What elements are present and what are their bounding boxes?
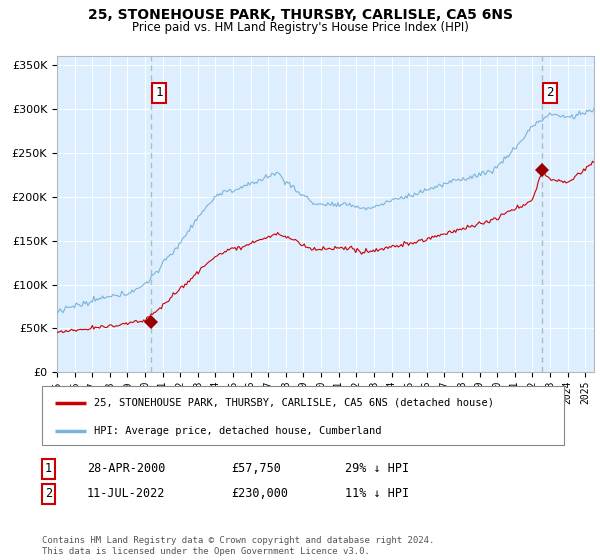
Text: Price paid vs. HM Land Registry's House Price Index (HPI): Price paid vs. HM Land Registry's House … <box>131 21 469 34</box>
Text: 1: 1 <box>45 462 52 475</box>
Text: 25, STONEHOUSE PARK, THURSBY, CARLISLE, CA5 6NS: 25, STONEHOUSE PARK, THURSBY, CARLISLE, … <box>88 8 512 22</box>
Text: 11% ↓ HPI: 11% ↓ HPI <box>345 487 409 501</box>
Text: 28-APR-2000: 28-APR-2000 <box>87 462 166 475</box>
Text: 11-JUL-2022: 11-JUL-2022 <box>87 487 166 501</box>
Text: 25, STONEHOUSE PARK, THURSBY, CARLISLE, CA5 6NS (detached house): 25, STONEHOUSE PARK, THURSBY, CARLISLE, … <box>94 398 494 408</box>
Text: 1: 1 <box>155 86 163 100</box>
Text: £230,000: £230,000 <box>231 487 288 501</box>
FancyBboxPatch shape <box>42 386 564 445</box>
Text: 2: 2 <box>546 86 554 100</box>
Text: 29% ↓ HPI: 29% ↓ HPI <box>345 462 409 475</box>
Text: 2: 2 <box>45 487 52 501</box>
Text: HPI: Average price, detached house, Cumberland: HPI: Average price, detached house, Cumb… <box>94 426 382 436</box>
Text: Contains HM Land Registry data © Crown copyright and database right 2024.
This d: Contains HM Land Registry data © Crown c… <box>42 536 434 556</box>
Text: £57,750: £57,750 <box>231 462 281 475</box>
